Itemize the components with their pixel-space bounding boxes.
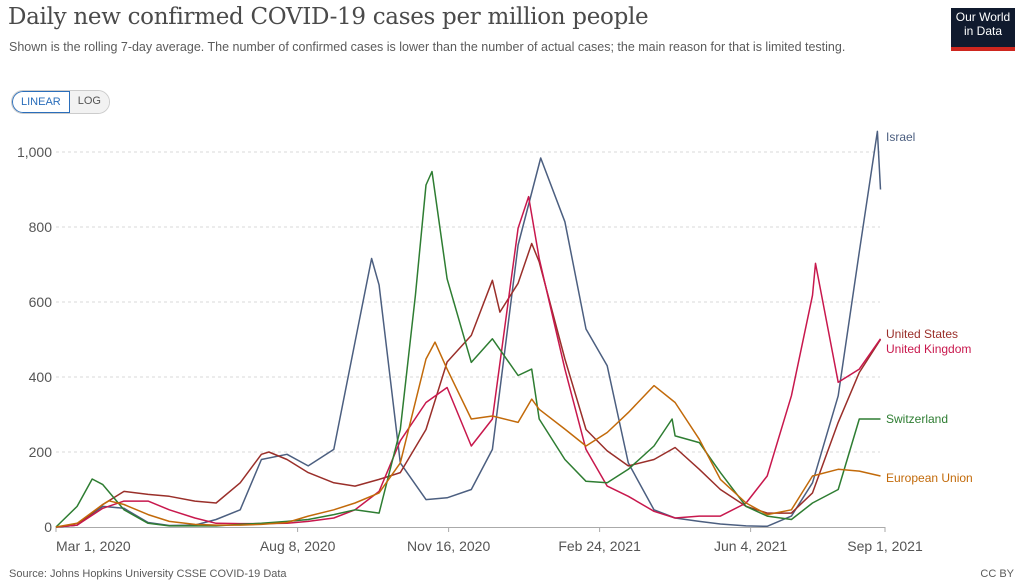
series-line-israel <box>55 130 882 528</box>
linear-scale-button[interactable]: LINEAR <box>12 91 70 113</box>
series-line-united-kingdom <box>55 195 882 528</box>
chart-title: Daily new confirmed COVID-19 cases per m… <box>8 4 649 30</box>
source-note[interactable]: Source: Johns Hopkins University CSSE CO… <box>9 568 287 580</box>
series-line-united-states <box>55 242 882 528</box>
x-tick-label: Mar 1, 2020 <box>56 538 131 554</box>
scale-toggle: LINEAR LOG <box>11 90 110 114</box>
owid-logo[interactable]: Our World in Data <box>951 8 1015 51</box>
series-label: Switzerland <box>886 412 948 426</box>
y-tick-label: 800 <box>29 219 53 235</box>
series-label: United Kingdom <box>886 342 971 356</box>
x-tick-label: Sep 1, 2021 <box>847 538 923 554</box>
series-label: United States <box>886 327 958 341</box>
y-tick-label: 1,000 <box>17 144 52 160</box>
y-tick-label: 400 <box>29 369 53 385</box>
x-tick-label: Feb 24, 2021 <box>558 538 641 554</box>
series-label: European Union <box>886 471 973 485</box>
x-tick-label: Nov 16, 2020 <box>407 538 490 554</box>
series-line-european-union <box>55 341 881 528</box>
y-tick-label: 600 <box>29 294 53 310</box>
series-line-switzerland <box>55 170 881 528</box>
y-tick-label: 200 <box>29 444 53 460</box>
license-link[interactable]: CC BY <box>980 568 1014 580</box>
series-label: Israel <box>886 130 915 144</box>
y-tick-label: 0 <box>44 519 52 535</box>
log-scale-button[interactable]: LOG <box>69 91 109 113</box>
x-tick-label: Aug 8, 2020 <box>260 538 336 554</box>
x-tick-label: Jun 4, 2021 <box>714 538 787 554</box>
chart-subtitle: Shown is the rolling 7-day average. The … <box>9 40 846 54</box>
